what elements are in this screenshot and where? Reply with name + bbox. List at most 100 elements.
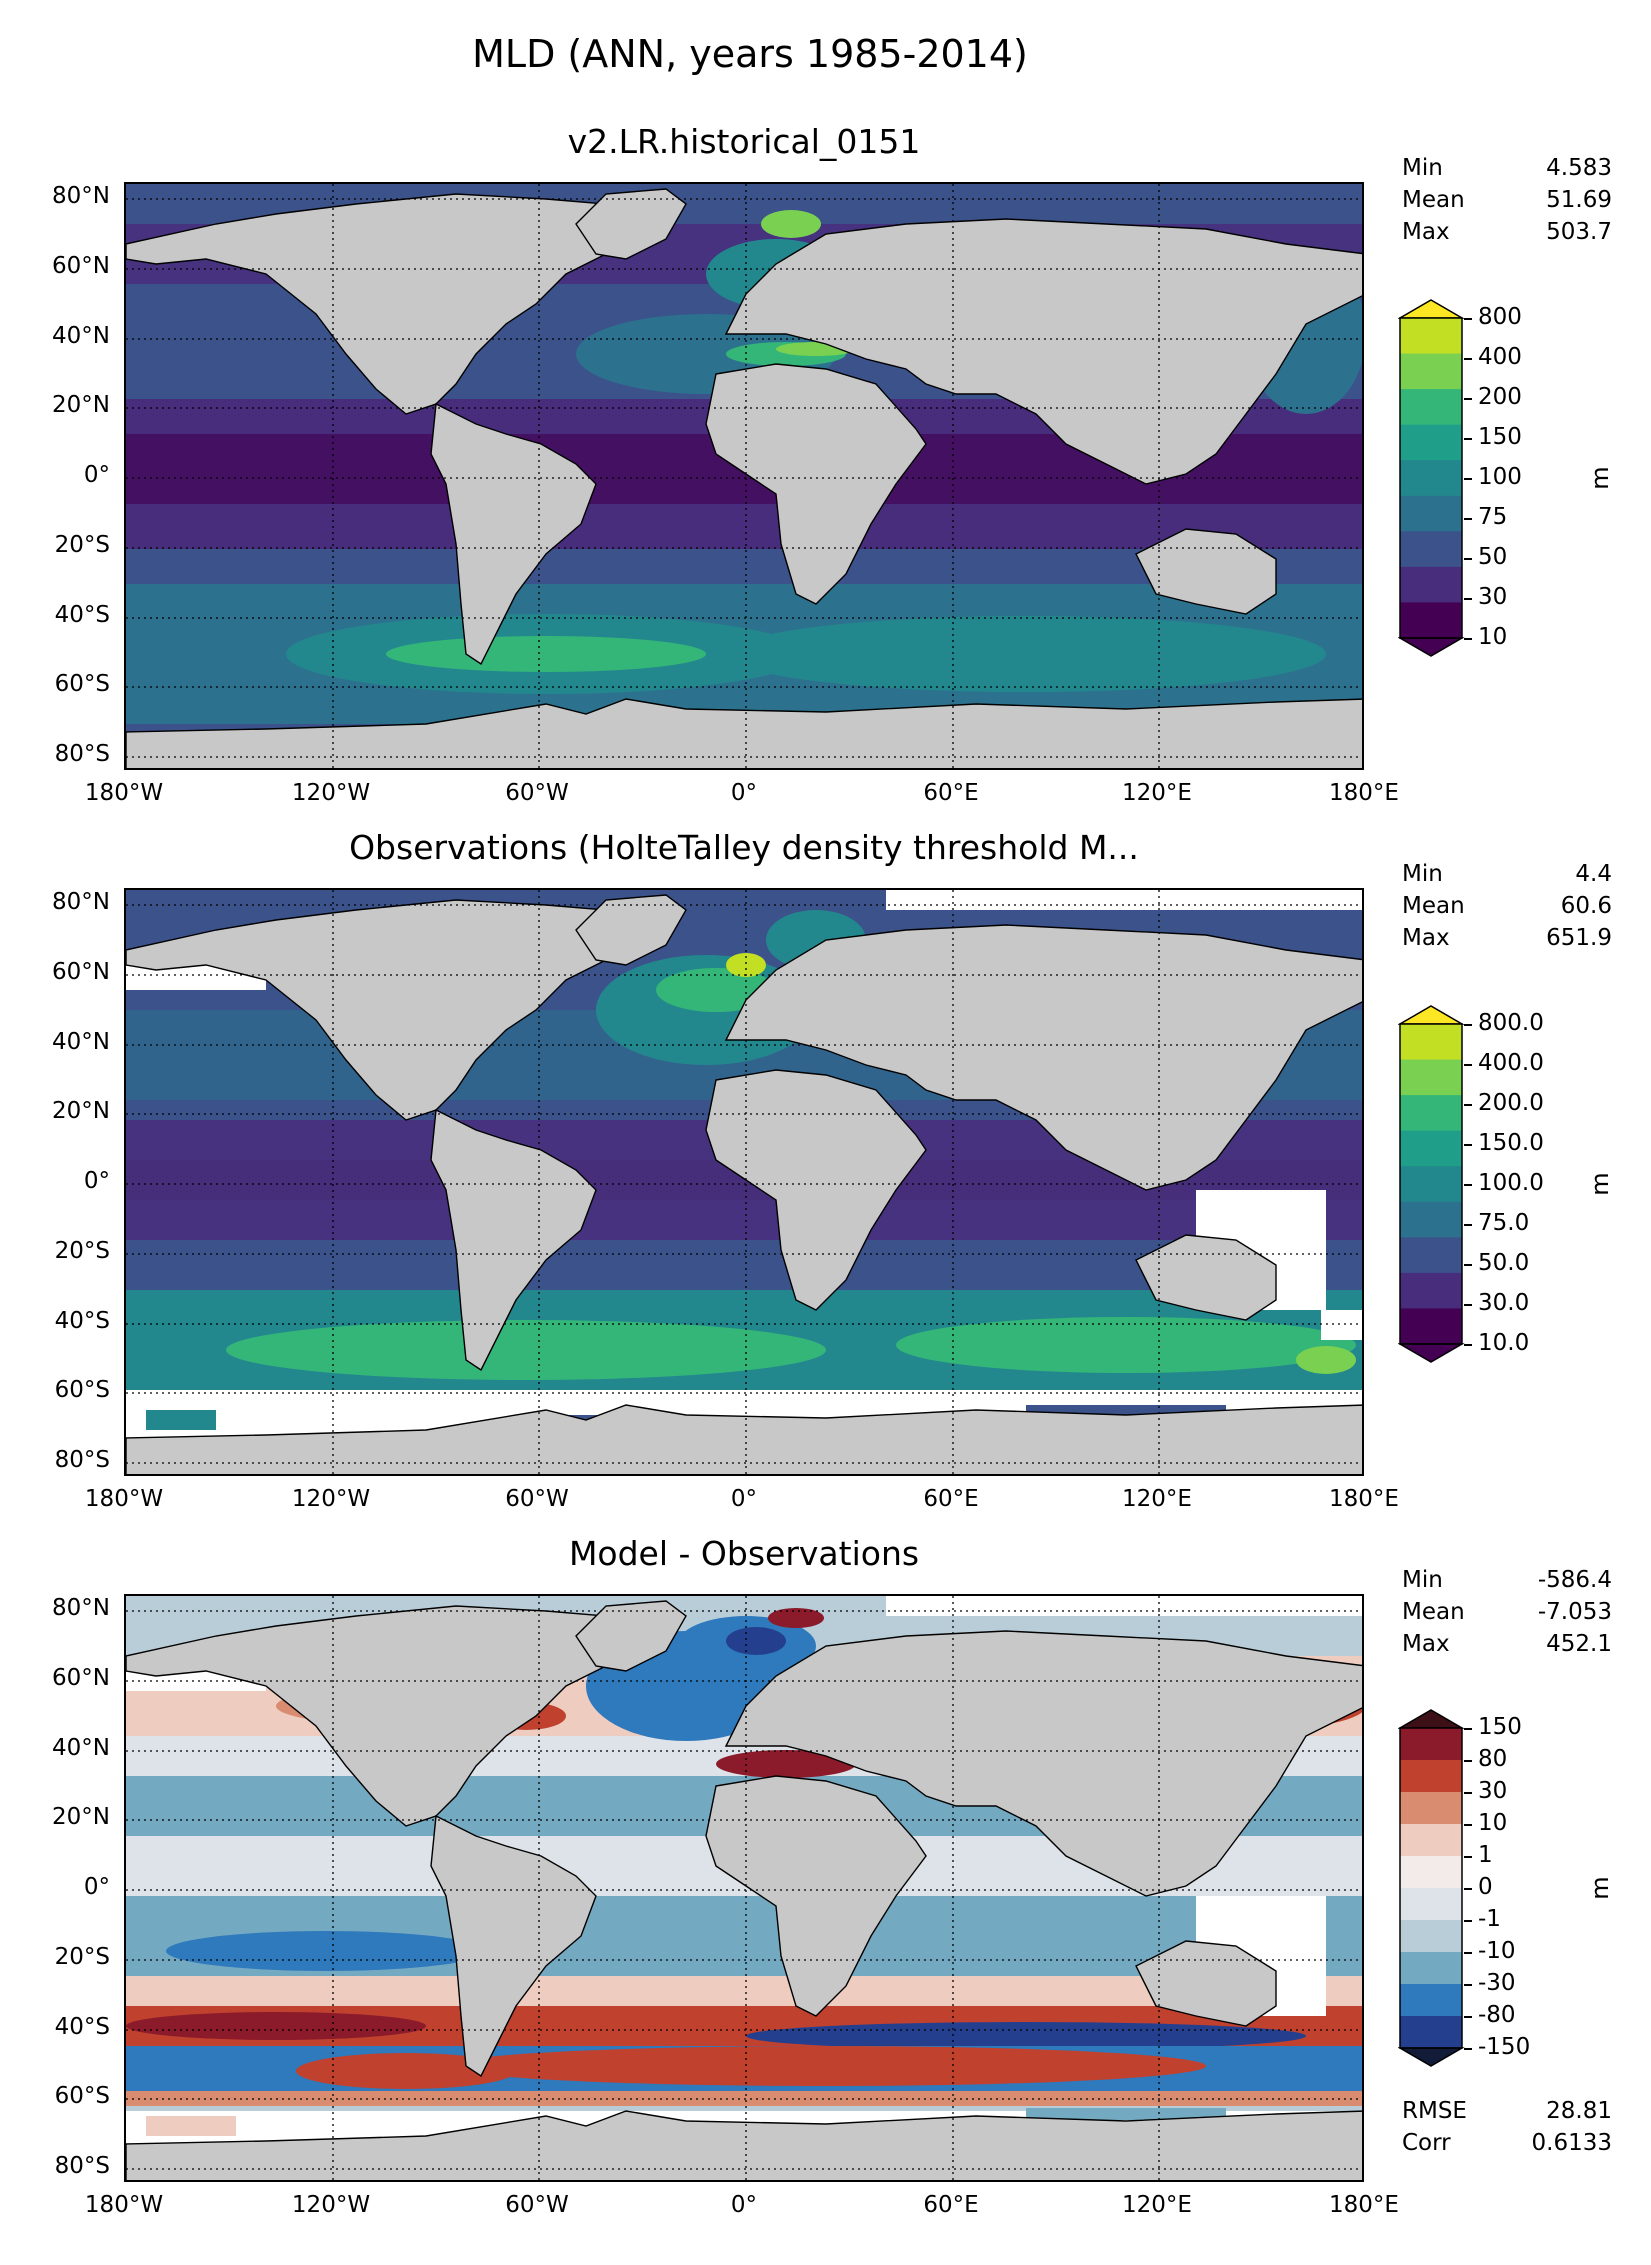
- colorbar-segment: [1400, 602, 1462, 639]
- panel-3-map: [124, 1594, 1364, 2182]
- colorbar-tick-mark: [1464, 1344, 1472, 1346]
- colorbar-extend-min: [1398, 637, 1465, 657]
- colorbar-segment: [1400, 318, 1462, 355]
- colorbar-frame: [1399, 1023, 1463, 1345]
- lat-label: 0°: [83, 1874, 110, 1900]
- lon-label: 180°E: [1329, 780, 1399, 806]
- colorbar-tick-label: 80: [1478, 1746, 1508, 1772]
- colorbar-segment: [1400, 1024, 1462, 1061]
- colorbar-tick-mark: [1464, 638, 1472, 640]
- colorbar: [1398, 299, 1465, 657]
- colorbar-segment: [1400, 1760, 1462, 1793]
- stat-label: Min: [1402, 1567, 1443, 1593]
- lat-label: 40°S: [54, 1308, 110, 1334]
- lat-label: 80°S: [54, 2153, 110, 2179]
- lat-label: 20°N: [52, 392, 110, 418]
- lat-label: 20°N: [52, 1098, 110, 1124]
- stat-label: Max: [1402, 925, 1450, 951]
- panel-2-map: [124, 888, 1364, 1476]
- lon-label: 60°W: [505, 1486, 569, 1512]
- colorbar-tick-label: 100.0: [1478, 1170, 1544, 1196]
- colorbar-tick-mark: [1464, 1824, 1472, 1826]
- stat-label: Max: [1402, 1631, 1450, 1657]
- lat-label: 80°N: [52, 889, 110, 915]
- lon-label: 0°: [730, 2192, 758, 2218]
- stat-label: Max: [1402, 219, 1450, 245]
- colorbar-segment: [1400, 1237, 1462, 1274]
- stat-label: Min: [1402, 155, 1443, 181]
- lon-label: 120°W: [291, 2192, 371, 2218]
- lat-label: 20°S: [54, 532, 110, 558]
- colorbar-segment: [1400, 353, 1462, 390]
- lat-label: 60°S: [54, 671, 110, 697]
- colorbar-tick-label: 1: [1478, 1842, 1493, 1868]
- colorbar-segment: [1400, 1792, 1462, 1825]
- colorbar-tick-label: -10: [1478, 1938, 1516, 1964]
- lon-label: 180°E: [1329, 1486, 1399, 1512]
- colorbar-tick-mark: [1464, 518, 1472, 520]
- colorbar-segment: [1400, 1166, 1462, 1203]
- stat-row: Min 4.583: [1402, 155, 1612, 185]
- colorbar-tick-label: 75.0: [1478, 1210, 1530, 1236]
- stat-label: Min: [1402, 861, 1443, 887]
- colorbar-tick-mark: [1464, 318, 1472, 320]
- colorbar-extend-min: [1398, 2047, 1465, 2067]
- stat-value: 651.9: [1546, 925, 1612, 951]
- panel-2-title: Observations (HolteTalley density thresh…: [349, 828, 1139, 867]
- colorbar-tick-label: 400.0: [1478, 1050, 1544, 1076]
- colorbar-segment: [1400, 1728, 1462, 1761]
- panel-3-title: Model - Observations: [568, 1534, 920, 1573]
- colorbar-unit: m: [1586, 466, 1614, 490]
- stat-value: 0.6133: [1531, 2130, 1612, 2156]
- colorbar-tick-label: 0: [1478, 1874, 1493, 1900]
- colorbar-segment: [1400, 531, 1462, 568]
- stat-row: Max 651.9: [1402, 925, 1612, 955]
- lon-label: 180°W: [84, 2192, 164, 2218]
- colorbar-tick-label: 50.0: [1478, 1250, 1530, 1276]
- lon-label: 60°E: [923, 2192, 979, 2218]
- colorbar-tick-mark: [1464, 438, 1472, 440]
- colorbar-extend-max: [1398, 299, 1465, 319]
- lat-label: 80°N: [52, 1595, 110, 1621]
- colorbar-segment: [1400, 1095, 1462, 1132]
- stat-label: Mean: [1402, 893, 1465, 919]
- colorbar-tick-mark: [1464, 1024, 1472, 1026]
- colorbar-tick-label: 10.0: [1478, 1330, 1530, 1356]
- lon-label: 60°E: [923, 1486, 979, 1512]
- stat-value: 4.4: [1575, 861, 1612, 887]
- panel-1-title: v2.LR.historical_0151: [567, 122, 921, 161]
- colorbar-segment: [1400, 495, 1462, 532]
- colorbar-tick-mark: [1464, 558, 1472, 560]
- stat-row: Mean 51.69: [1402, 187, 1612, 217]
- colorbar-frame: [1399, 1727, 1463, 2049]
- colorbar-frame: [1399, 317, 1463, 639]
- lat-label: 40°N: [52, 1029, 110, 1055]
- colorbar-tick-mark: [1464, 1888, 1472, 1890]
- colorbar-segment: [1400, 2016, 1462, 2049]
- lon-label: 180°W: [84, 1486, 164, 1512]
- colorbar-segment: [1400, 1059, 1462, 1096]
- stat-row: Max 452.1: [1402, 1631, 1612, 1661]
- colorbar-extend-min: [1398, 1343, 1465, 1363]
- lon-label: 60°E: [923, 780, 979, 806]
- colorbar-tick-label: 800.0: [1478, 1010, 1544, 1036]
- colorbar-segment: [1400, 1984, 1462, 2017]
- colorbar-tick-label: 400: [1478, 344, 1522, 370]
- colorbar-tick-mark: [1464, 2048, 1472, 2050]
- colorbar-tick-mark: [1464, 478, 1472, 480]
- colorbar-tick-label: 150.0: [1478, 1130, 1544, 1156]
- colorbar-tick-label: 75: [1478, 504, 1508, 530]
- stat-label: Mean: [1402, 1599, 1465, 1625]
- colorbar-tick-mark: [1464, 358, 1472, 360]
- colorbar-tick-label: 50: [1478, 544, 1508, 570]
- lat-label: 20°N: [52, 1804, 110, 1830]
- colorbar-tick-mark: [1464, 1224, 1472, 1226]
- colorbar-segment: [1400, 460, 1462, 497]
- stat-value: 4.583: [1546, 155, 1612, 181]
- lat-label: 20°S: [54, 1238, 110, 1264]
- colorbar-tick-mark: [1464, 1104, 1472, 1106]
- stat-value: 51.69: [1546, 187, 1612, 213]
- colorbar-tick-mark: [1464, 1264, 1472, 1266]
- colorbar-tick-mark: [1464, 1064, 1472, 1066]
- colorbar-tick-mark: [1464, 598, 1472, 600]
